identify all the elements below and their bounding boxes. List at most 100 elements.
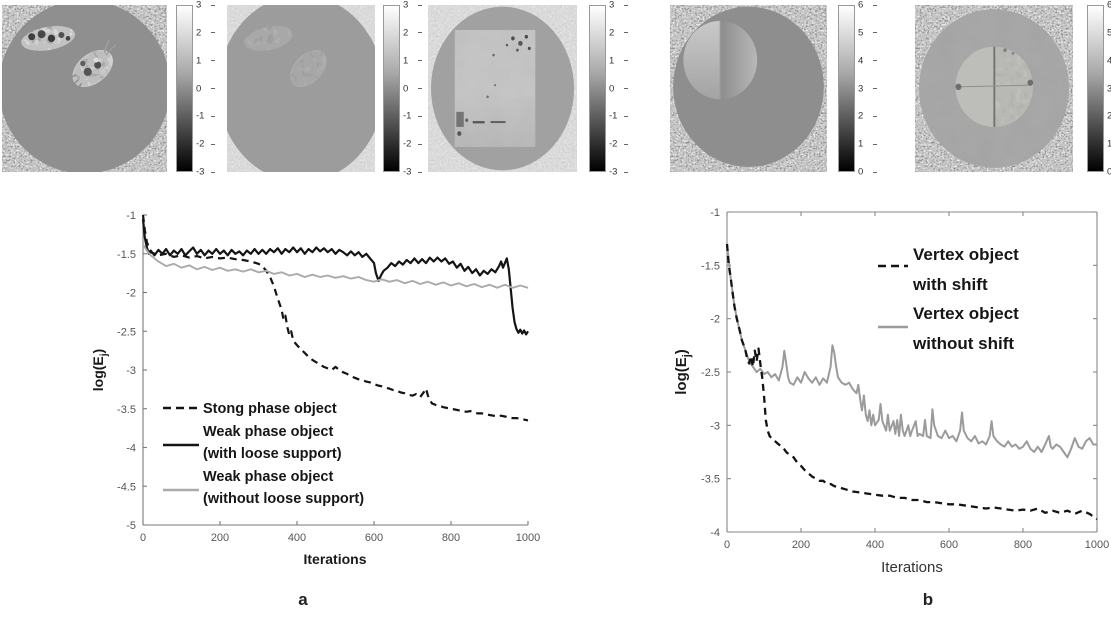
colorbar-tick-mark [211, 115, 215, 117]
x-tick-label: 400 [288, 532, 306, 544]
y-tick-label: -2 [710, 314, 720, 326]
series-weak-phase-object-with-loose-support- [141, 218, 529, 336]
colorbar-tick-mark [873, 115, 877, 117]
colorbar-tick-label: 4 [858, 54, 864, 66]
colorbar-tick-mark [873, 60, 877, 62]
colorbar-tick-label: 1 [1107, 138, 1111, 150]
image-panel-1-paramecium-sharp [2, 5, 167, 172]
y-tick-label: -4 [710, 527, 720, 539]
x-axis-title: Iterations [881, 559, 943, 576]
colorbar-tick-label: 2 [1107, 110, 1111, 122]
colorbar-1-gradient [176, 5, 193, 172]
y-tick-label: -1 [126, 210, 136, 222]
x-tick-label: 800 [442, 532, 460, 544]
colorbar-2: 3 2 1 0 -1 -2 -3 [383, 0, 423, 176]
colorbar-tick-mark [624, 171, 628, 173]
colorbar-tick-label: -1 [196, 110, 205, 122]
colorbar-tick-mark [624, 4, 628, 6]
colorbar-tick-label: -3 [609, 166, 618, 178]
y-tick-label: -1.5 [701, 260, 720, 272]
colorbar-tick-mark [873, 171, 877, 173]
colorbar-tick-label: 2 [403, 27, 409, 39]
colorbar-tick-mark [873, 88, 877, 89]
caption-a: a [298, 590, 308, 609]
colorbar-tick-label: -2 [196, 138, 205, 150]
series-vertex-object-with-shift [725, 243, 1098, 521]
colorbar-tick-mark [624, 115, 628, 117]
y-axis-title: log(Ej) [90, 349, 110, 391]
colorbar-tick-label: 6 [858, 0, 864, 11]
colorbar-tick-label: 2 [609, 27, 615, 39]
y-tick-label: -1.5 [117, 249, 136, 261]
legend-label: (with loose support) [203, 446, 342, 462]
legend-label: without shift [912, 334, 1014, 353]
colorbar-tick-mark [873, 4, 877, 6]
image-panel-2-paramecium-faint [227, 5, 375, 172]
x-tick-label: 1000 [516, 532, 540, 544]
caption-b: b [922, 590, 934, 609]
colorbar-tick-label: 0 [609, 82, 615, 94]
y-tick-label: -2.5 [117, 326, 136, 338]
y-tick-label: -4 [126, 443, 136, 455]
image-panel-4-vertex-object [670, 5, 827, 172]
y-axis-title: log(Ej) [673, 349, 693, 395]
colorbar-tick-mark [211, 171, 215, 173]
colorbar-tick-label: 3 [403, 0, 409, 11]
legend-label: Weak phase object [203, 469, 333, 485]
y-tick-label: -4.5 [117, 481, 136, 493]
colorbar-5: 6 5 4 3 2 1 0 [1087, 0, 1111, 176]
x-tick-label: 600 [940, 539, 958, 551]
y-tick-label: -3 [126, 365, 136, 377]
legend-label: Stong phase object [203, 401, 337, 417]
y-tick-label: -2 [126, 288, 136, 300]
colorbar-tick-mark [418, 171, 422, 173]
colorbar-tick-label: -3 [196, 166, 205, 178]
colorbar-tick-label: 5 [858, 27, 864, 39]
legend-label: Vertex object [913, 304, 1019, 323]
colorbar-2-gradient [383, 5, 400, 172]
colorbar-tick-label: -2 [403, 138, 412, 150]
colorbar-tick-label: 5 [1107, 27, 1111, 39]
colorbar-tick-mark [418, 115, 422, 117]
colorbar-tick-label: 4 [1107, 54, 1111, 66]
colorbar-4-gradient [838, 5, 855, 172]
colorbar-4: 6 5 4 3 2 1 0 [838, 0, 878, 176]
colorbar-tick-mark [211, 143, 215, 145]
colorbar-tick-label: 2 [858, 110, 864, 122]
colorbar-tick-label: -2 [609, 138, 618, 150]
colorbar-tick-label: 0 [858, 166, 864, 178]
legend-label: Vertex object [913, 245, 1019, 264]
colorbar-tick-mark [211, 60, 215, 62]
colorbar-tick-mark [624, 60, 628, 62]
colorbar-tick-label: 0 [403, 82, 409, 94]
x-axis-title: Iterations [303, 551, 366, 567]
legend-label: with shift [912, 275, 988, 294]
colorbar-tick-label: -1 [403, 110, 412, 122]
image-panel-3-rectangle-support [428, 5, 577, 172]
colorbar-tick-label: 3 [609, 0, 615, 11]
colorbar-tick-label: -3 [403, 166, 412, 178]
colorbar-tick-mark [418, 60, 422, 62]
y-tick-label: -3 [710, 420, 720, 432]
colorbar-tick-mark [624, 143, 628, 145]
colorbar-5-gradient [1087, 5, 1104, 172]
colorbar-tick-label: 3 [858, 82, 864, 94]
colorbar-tick-label: 6 [1107, 0, 1111, 11]
x-tick-label: 400 [866, 539, 884, 551]
chart-a-convergence: 0 200 400 600 800 1000 -1 -1.5 -2 -2.5 -3 -3.5 -4 -4.… [90, 210, 540, 567]
colorbar-tick-label: 1 [196, 54, 202, 66]
x-tick-label: 800 [1014, 539, 1032, 551]
y-tick-label: -2.5 [701, 367, 720, 379]
x-tick-label: 0 [724, 539, 730, 551]
y-tick-label: -1 [710, 207, 720, 219]
series-stong-phase-object [141, 214, 529, 422]
colorbar-tick-mark [624, 32, 628, 34]
colorbar-tick-label: 1 [858, 138, 864, 150]
colorbar-tick-mark [418, 32, 422, 34]
colorbar-tick-mark [873, 143, 877, 145]
x-tick-label: 1000 [1085, 539, 1109, 551]
colorbar-tick-mark [211, 32, 215, 34]
colorbar-tick-label: 0 [196, 82, 202, 94]
legend-label: (without loose support) [203, 491, 364, 507]
colorbar-tick-mark [873, 32, 877, 34]
